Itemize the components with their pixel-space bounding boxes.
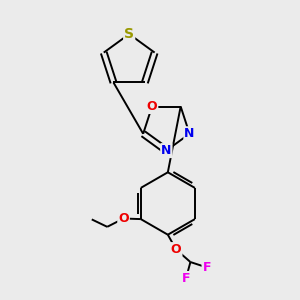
Text: N: N [161,144,172,157]
Text: F: F [182,272,190,285]
Text: S: S [124,27,134,41]
Text: O: O [147,100,157,113]
Text: N: N [184,127,195,140]
Text: F: F [202,261,211,274]
Text: O: O [171,243,182,256]
Text: O: O [118,212,129,225]
